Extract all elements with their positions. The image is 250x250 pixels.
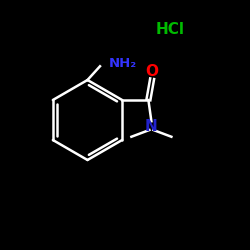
Text: N: N bbox=[145, 119, 158, 134]
Text: O: O bbox=[146, 64, 159, 79]
Text: NH₂: NH₂ bbox=[109, 57, 137, 70]
Text: HCl: HCl bbox=[156, 22, 184, 38]
